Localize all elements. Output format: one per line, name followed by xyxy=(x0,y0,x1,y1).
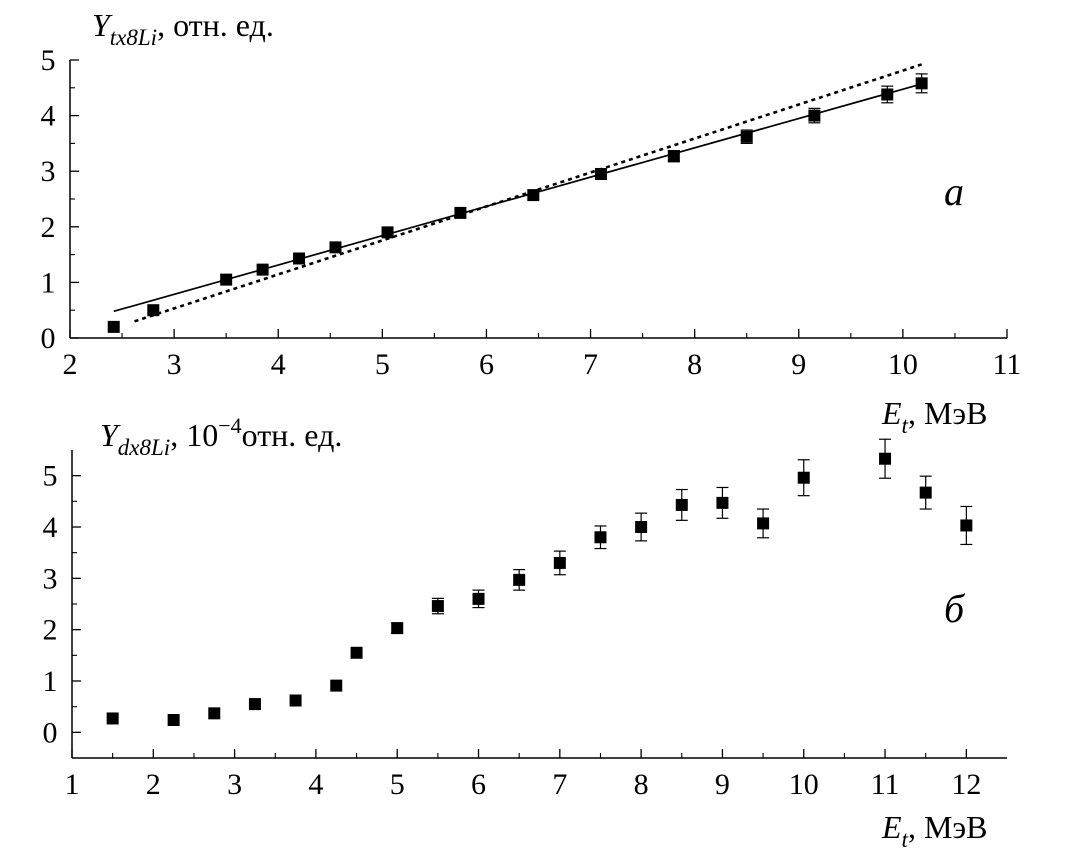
panel-a-x-tick-label: 3 xyxy=(167,348,182,381)
panel-a-fit-lines xyxy=(113,63,923,323)
panel-b-data-point xyxy=(797,471,810,484)
panel-b-data-point xyxy=(879,452,892,465)
panel-b-data-point xyxy=(167,714,180,727)
panel-b-x-tick-label: 4 xyxy=(308,768,323,801)
panel-a-y-tick-label: 5 xyxy=(41,44,56,77)
panel-a-y-tick-label: 1 xyxy=(41,266,56,299)
panel-a-x-tick-label: 8 xyxy=(687,348,702,381)
panel-b-x-tick-label: 7 xyxy=(552,768,567,801)
panel-a-data-point xyxy=(256,263,269,276)
panel-a-data-point xyxy=(667,150,680,163)
panel-a-x-tick-label: 6 xyxy=(479,348,494,381)
panel-a-data-point xyxy=(147,304,160,317)
panel-b-data-point xyxy=(431,600,444,613)
panel-b-y-axis-title: Ydx8Li, 10−4отн. ед. xyxy=(100,413,342,460)
panel-a-y-tick-label: 3 xyxy=(41,155,56,188)
panel-a-x-axis-title: Et, МэВ xyxy=(881,395,987,438)
panel-a-data-point xyxy=(381,226,394,239)
panel-b-x-tick-label: 10 xyxy=(789,768,819,801)
panel-a-y-tick-label: 0 xyxy=(41,322,56,355)
panel-b-y-tick-label: 4 xyxy=(43,511,58,544)
panel-b-y-tick-label: 2 xyxy=(43,614,58,647)
panel-b-x-tick-label: 9 xyxy=(715,768,730,801)
panel-a-x-tick-label: 9 xyxy=(791,348,806,381)
panel-b-y-tick-label: 1 xyxy=(43,665,58,698)
panel-b-data-point xyxy=(594,531,607,544)
panel-a-data-point xyxy=(527,189,540,202)
panel-b-label: б xyxy=(944,586,966,631)
panel-a-data-point xyxy=(329,241,342,254)
panel-b-data-point xyxy=(330,679,343,692)
panel-b-x-axis-title: Et, МэВ xyxy=(881,809,987,852)
panel-b-x-tick-label: 5 xyxy=(390,768,405,801)
panel-b-data-point xyxy=(716,496,729,509)
panel-a-fit-line-dotted xyxy=(134,63,923,323)
panel-b-data-point xyxy=(919,486,932,499)
panel-b-data-point xyxy=(391,622,404,635)
panel-b-x-tick-label: 3 xyxy=(227,768,242,801)
panel-b-y-tick-label: 0 xyxy=(43,716,58,749)
panel-b-data-point xyxy=(472,592,485,605)
panel-a-y-axis-title: Ytx8Li, отн. ед. xyxy=(92,7,274,50)
panel-b-data-point xyxy=(289,694,302,707)
panel-a-y-tick-label: 4 xyxy=(41,100,56,133)
panel-a-data-point xyxy=(293,252,306,265)
panel-b-data-point xyxy=(208,707,221,720)
panel-a-axes: 2 3 4 5 6 7 8 9 10 11 0 1 2 3 4 5 xyxy=(41,44,1022,381)
panel-a-label: а xyxy=(944,169,964,214)
panel-b-x-tick-label: 2 xyxy=(146,768,161,801)
panel-a-x-tick-label: 11 xyxy=(993,348,1022,381)
panel-b-data-point xyxy=(635,521,648,533)
panel-b-y-tick-label: 3 xyxy=(43,562,58,595)
panel-a-x-tick-label: 2 xyxy=(63,348,78,381)
panel-a-data-point xyxy=(808,109,821,122)
panel-b-data-point xyxy=(757,517,770,530)
panel-b-x-tick-label: 12 xyxy=(951,768,981,801)
panel-b-data-point xyxy=(675,498,688,511)
panel-b-data-point xyxy=(553,556,566,569)
panel-a: 2 3 4 5 6 7 8 9 10 11 0 1 2 3 4 5 Ytx8Li, отн. ед. Et, … xyxy=(41,7,1022,438)
panel-a-data-points xyxy=(107,73,928,333)
panel-b-data-point xyxy=(513,573,526,586)
panel-a-data-point xyxy=(107,320,120,333)
panel-b-x-tick-label: 6 xyxy=(471,768,486,801)
panel-a-data-point xyxy=(594,167,607,180)
panel-b-data-points xyxy=(106,438,973,727)
panel-a-data-point xyxy=(454,206,467,219)
panel-b-data-point xyxy=(960,519,973,532)
panel-a-data-point xyxy=(915,77,928,90)
panel-b-data-point xyxy=(350,646,363,659)
panel-a-x-tick-label: 7 xyxy=(583,348,598,381)
panel-a-data-point xyxy=(881,88,894,101)
panel-b-x-tick-label: 11 xyxy=(871,768,900,801)
panel-b-x-tick-label: 8 xyxy=(634,768,649,801)
panel-a-x-tick-label: 4 xyxy=(271,348,286,381)
panel-a-data-point xyxy=(220,273,233,286)
panel-a-y-tick-label: 2 xyxy=(41,211,56,244)
panel-a-x-tick-label: 5 xyxy=(375,348,390,381)
panel-b-data-point xyxy=(106,712,119,725)
panel-a-x-tick-label: 10 xyxy=(888,348,918,381)
panel-b-x-tick-label: 1 xyxy=(65,768,80,801)
panel-b-y-tick-label: 5 xyxy=(43,460,58,493)
panel-b-data-point xyxy=(248,698,261,711)
panel-a-data-point xyxy=(740,130,753,143)
